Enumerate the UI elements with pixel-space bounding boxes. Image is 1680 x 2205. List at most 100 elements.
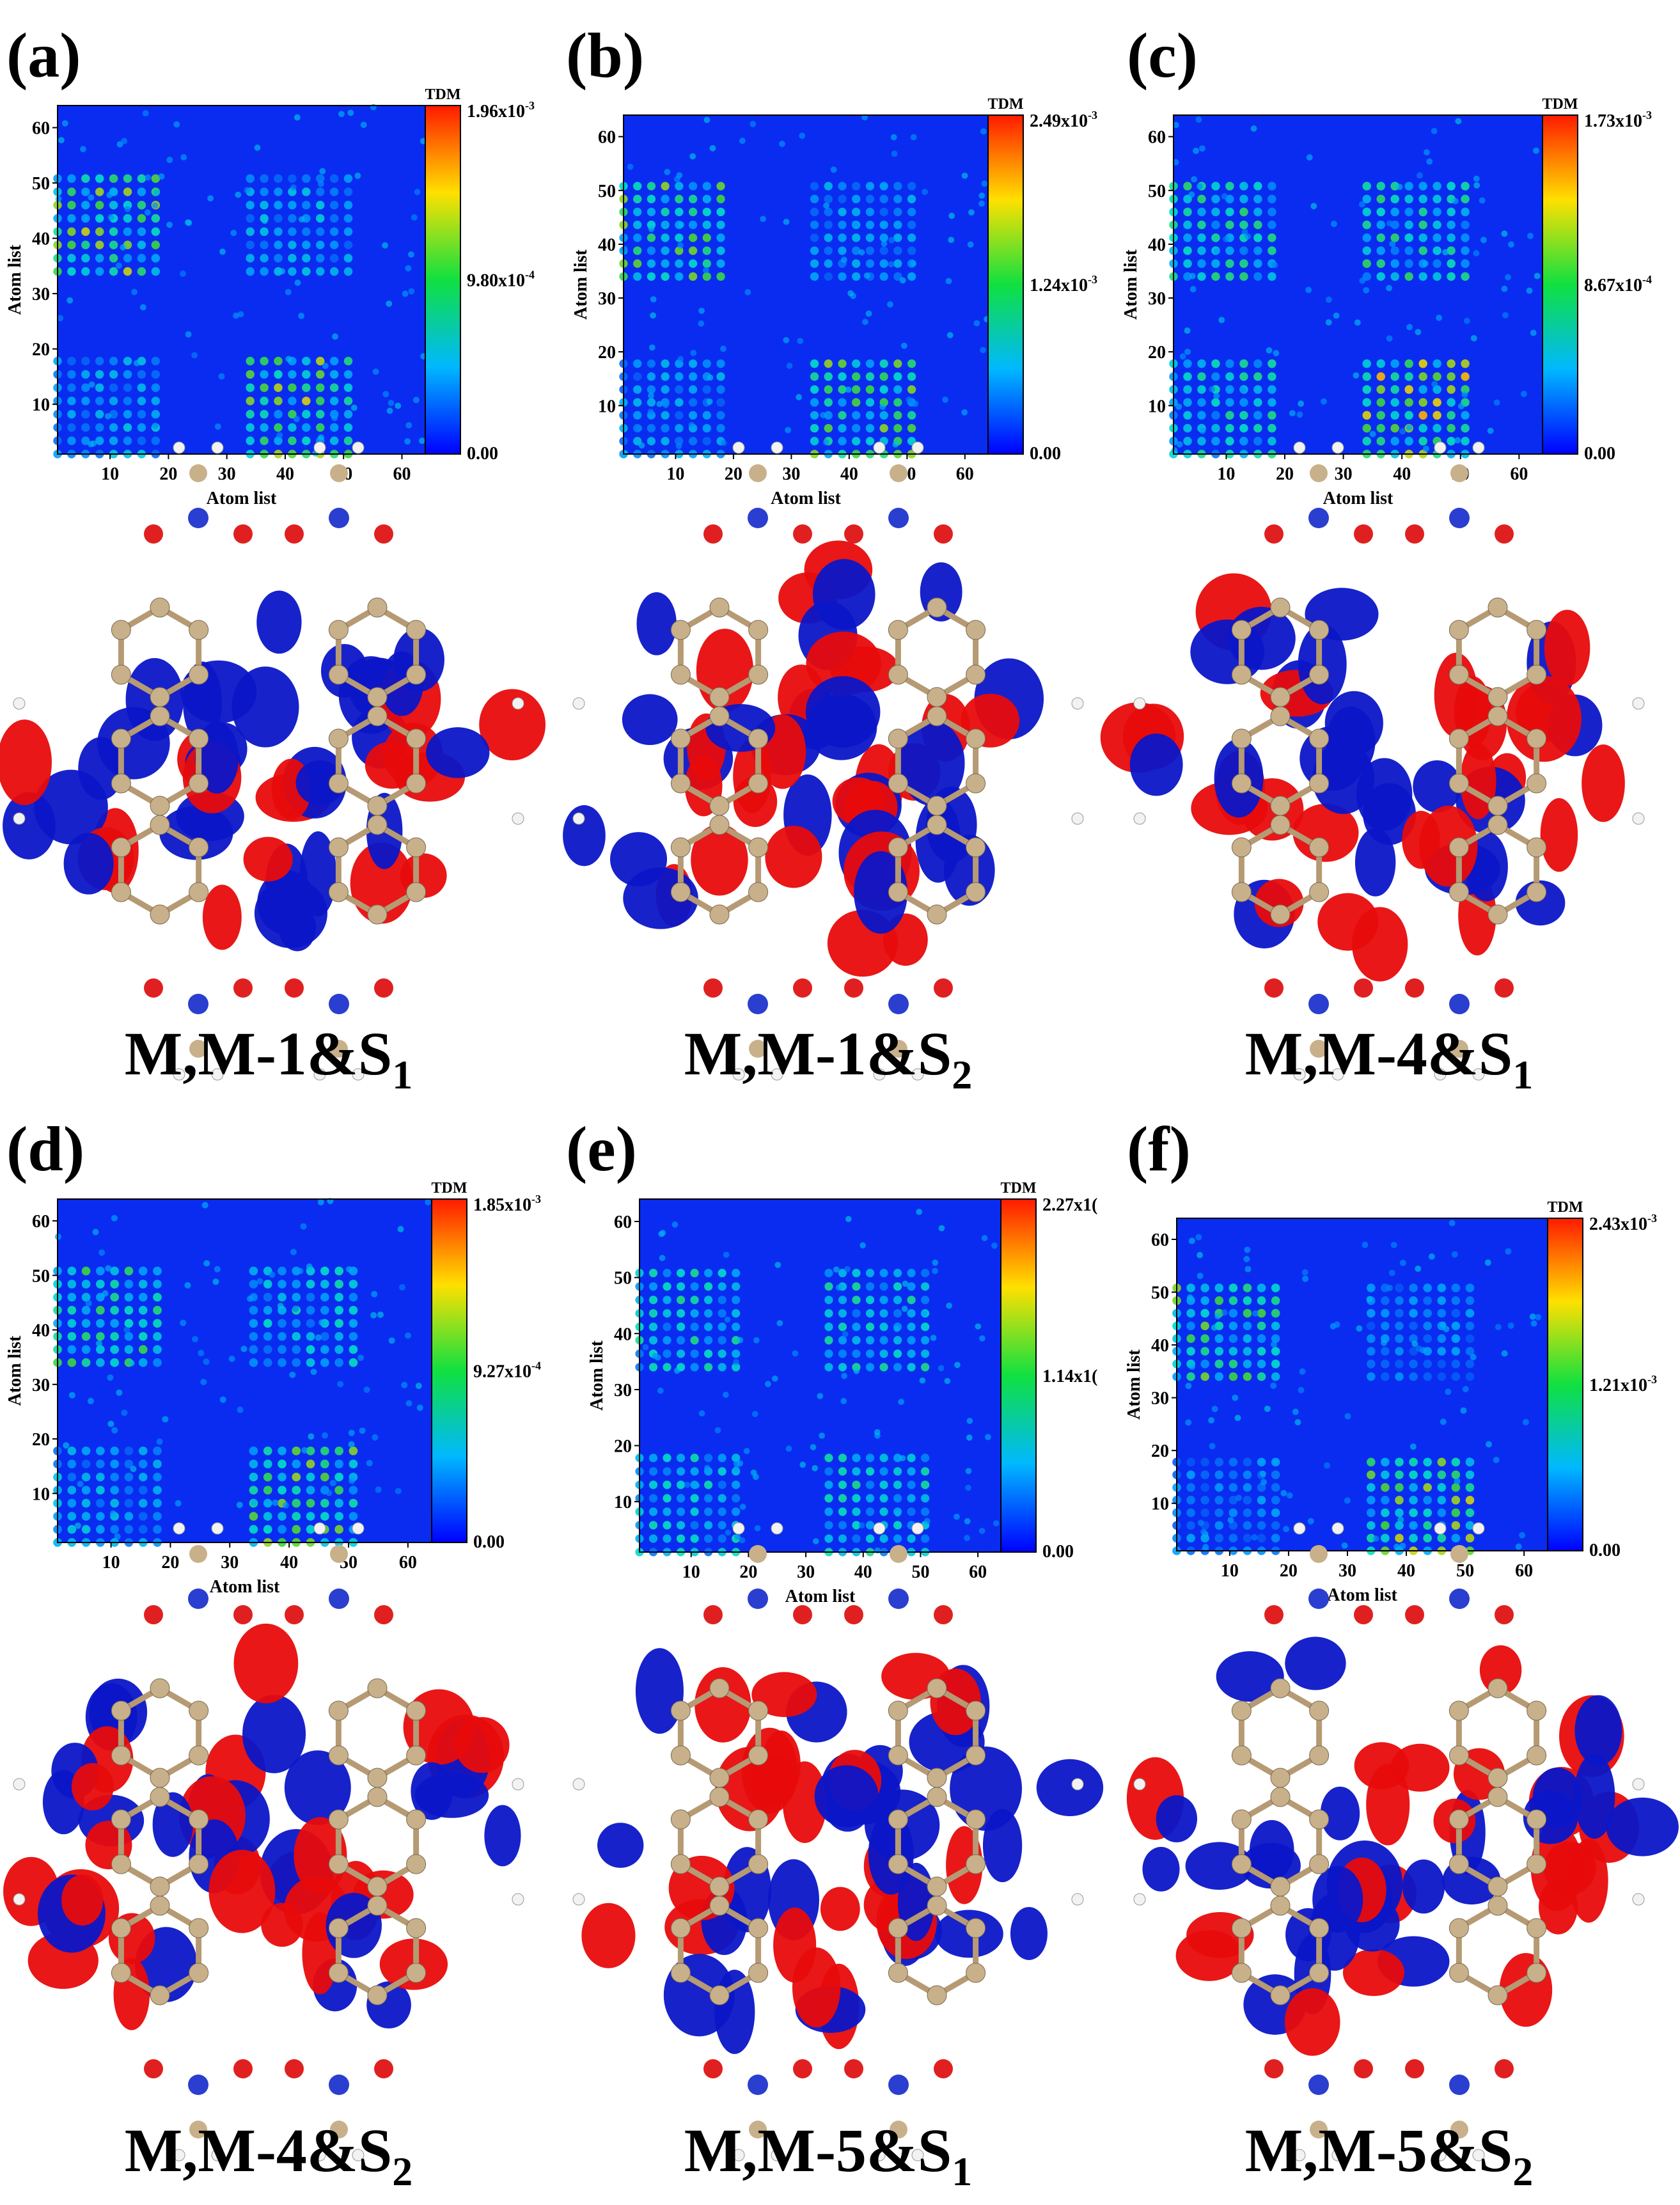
heatmap-cell — [1243, 1483, 1252, 1492]
atom-network — [1133, 1522, 1645, 2162]
heatmap-cell — [661, 246, 670, 255]
heatmap-cell — [1257, 1308, 1266, 1318]
heatmap-cell — [865, 385, 875, 394]
carbon-atom — [189, 464, 207, 482]
heatmap-cell — [302, 200, 311, 210]
nitrogen-atom — [329, 994, 349, 1014]
heatmap-cell — [294, 279, 301, 286]
heatmap-cell — [1395, 1372, 1404, 1381]
heatmap-cell — [1386, 1284, 1393, 1291]
hydrogen-atom — [771, 1522, 783, 1535]
carbon-atom — [966, 728, 986, 749]
heatmap-cell — [1423, 1457, 1432, 1467]
heatmap-cell — [349, 1477, 356, 1484]
heatmap-cell — [1409, 1283, 1418, 1292]
orbital-lobe — [622, 694, 678, 745]
heatmap-cell — [879, 411, 888, 420]
hydrogen-atom — [732, 441, 745, 454]
heatmap-cell — [81, 1358, 91, 1367]
heatmap-cell — [405, 265, 412, 272]
heatmap-cell — [1362, 220, 1371, 230]
y-tick-label: 30 — [1151, 1389, 1169, 1409]
heatmap-cell — [851, 220, 858, 227]
heatmap-cell — [716, 259, 725, 268]
heatmap-cell — [414, 189, 421, 196]
heatmap-cell — [1507, 1322, 1514, 1329]
carbon-atom — [1488, 1895, 1508, 1916]
oxygen-atom — [144, 1605, 163, 1624]
heatmap-cell — [288, 214, 297, 223]
heatmap-cell — [348, 1441, 355, 1448]
heatmap-cell — [1186, 1470, 1195, 1479]
hydrogen-atom — [1434, 1068, 1447, 1081]
heatmap-cell — [633, 398, 642, 407]
carbon-atom — [709, 904, 730, 925]
heatmap-cell — [852, 1454, 861, 1463]
x-tick-label: 50 — [911, 1562, 929, 1582]
carbon-atom — [150, 904, 170, 925]
heatmap-cell — [1451, 1521, 1461, 1530]
heatmap-cell — [993, 1520, 1000, 1526]
heatmap-cell — [292, 1331, 301, 1341]
heatmap-cell — [274, 423, 283, 432]
heatmap-cell — [1243, 1457, 1252, 1467]
heatmap-cell — [824, 398, 833, 407]
heatmap-cell — [1381, 1470, 1390, 1479]
caption-subscript: 1 — [1512, 1052, 1533, 1097]
heatmap-cell — [1418, 207, 1427, 217]
heatmap-cell — [306, 1486, 315, 1495]
colorbar-max-label: 1.73x10-3 — [1584, 109, 1652, 131]
heatmap-cell — [249, 1459, 258, 1469]
heatmap-cell — [702, 220, 711, 230]
heatmap-cell — [718, 1521, 726, 1530]
colorbar-mid-label: 9.27x10-4 — [473, 1360, 541, 1382]
heatmap-cell — [810, 359, 819, 368]
heatmap-cell — [278, 1345, 287, 1354]
heatmap-cell — [137, 370, 146, 379]
orbital-lobe — [597, 1823, 644, 1868]
heatmap-cell — [302, 383, 311, 392]
heatmap-cell — [315, 1334, 322, 1341]
carbon-atom — [670, 1918, 691, 1938]
heatmap-cell — [633, 272, 642, 281]
heatmap-cell — [302, 396, 311, 405]
heatmap-cell — [397, 1225, 404, 1233]
heatmap-cell — [907, 1296, 916, 1305]
heatmap-cell — [1200, 1334, 1209, 1343]
heatmap-cell — [1211, 423, 1220, 433]
heatmap-cell — [893, 272, 902, 281]
heatmap-block — [1172, 1457, 1280, 1555]
heatmap-cell — [810, 437, 819, 446]
heatmap-cell — [298, 312, 305, 319]
x-tick-label: 30 — [218, 464, 236, 484]
heatmap-cell — [1501, 1350, 1508, 1357]
y-tick-label: 10 — [614, 1493, 632, 1512]
heatmap-cell — [67, 1498, 77, 1508]
heatmap-cell — [810, 246, 819, 255]
heatmap-cell — [1239, 398, 1248, 407]
heatmap-cell — [288, 396, 297, 405]
heatmap-cell — [81, 356, 90, 366]
oxygen-atom — [144, 2059, 163, 2078]
carbon-atom — [330, 1545, 348, 1563]
carbon-atom — [1231, 773, 1252, 794]
heatmap-cell — [1381, 1360, 1390, 1369]
heatmap-cell — [621, 246, 628, 252]
heatmap-cell — [654, 1354, 661, 1361]
heatmap-cell — [879, 385, 888, 394]
heatmap-cell — [1243, 1308, 1252, 1318]
heatmap-cell — [838, 272, 847, 281]
heatmap-cell — [1186, 1521, 1195, 1530]
heatmap-cell — [153, 1472, 162, 1482]
heatmap-cell — [732, 1309, 741, 1318]
heatmap-cell — [810, 259, 819, 268]
heatmap-cell — [246, 423, 255, 432]
hydrogen-atom — [1434, 2149, 1447, 2162]
heatmap-cell — [902, 1280, 909, 1287]
heatmap-cell — [1184, 349, 1191, 356]
carbon-atom — [709, 687, 730, 707]
heatmap-cell — [633, 207, 642, 217]
carbon-atom — [1309, 664, 1330, 685]
heatmap-cell — [688, 385, 698, 394]
heatmap-cell — [249, 1525, 258, 1534]
